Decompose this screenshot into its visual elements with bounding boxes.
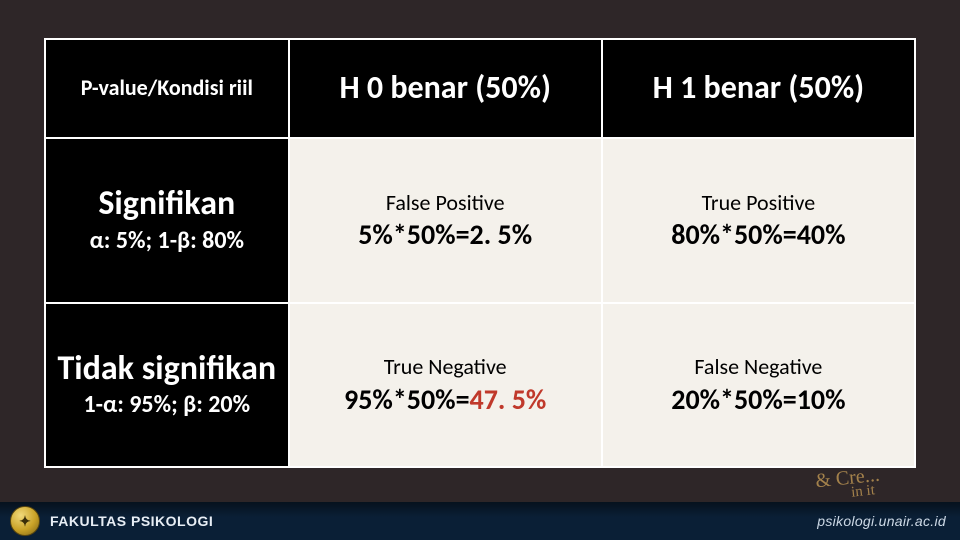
cell-true-negative: True Negative 95%*50%=47. 5% — [289, 303, 602, 467]
col-header-h1: H 1 benar (50%) — [602, 39, 915, 138]
cell-label: True Negative — [294, 353, 597, 382]
cell-label: True Positive — [607, 189, 910, 218]
row-header-significant: Signifikan α: 5%; 1-β: 80% — [45, 138, 289, 302]
stats-table-slide: P-value/Kondisi riil H 0 benar (50%) H 1… — [44, 38, 916, 468]
decorative-scribble: & Cre... in it — [814, 465, 881, 503]
faculty-name: FAKULTAS PSIKOLOGI — [50, 513, 213, 529]
row-header-not-significant: Tidak signifikan 1-α: 95%; β: 20% — [45, 303, 289, 467]
cell-calc: 95%*50%=47. 5% — [294, 382, 597, 417]
cell-true-positive: True Positive 80%*50%=40% — [602, 138, 915, 302]
row-title: Signifikan — [50, 185, 284, 222]
cell-false-negative: False Negative 20%*50%=10% — [602, 303, 915, 467]
university-seal-icon: ✦ — [10, 506, 40, 536]
cell-calc: 5%*50%=2. 5% — [294, 217, 597, 252]
cell-label: False Negative — [607, 353, 910, 382]
row-subtitle: 1-α: 95%; β: 20% — [50, 391, 284, 420]
cell-calc: 20%*50%=10% — [607, 382, 910, 417]
confusion-table: P-value/Kondisi riil H 0 benar (50%) H 1… — [44, 38, 916, 468]
row-title: Tidak signifikan — [50, 350, 284, 387]
slide-footer: ✦ FAKULTAS PSIKOLOGI psikologi.unair.ac.… — [0, 502, 960, 540]
corner-header: P-value/Kondisi riil — [45, 39, 289, 138]
footer-left: ✦ FAKULTAS PSIKOLOGI — [10, 506, 213, 536]
cell-label: False Positive — [294, 189, 597, 218]
cell-false-positive: False Positive 5%*50%=2. 5% — [289, 138, 602, 302]
cell-calc: 80%*50%=40% — [607, 217, 910, 252]
row-subtitle: α: 5%; 1-β: 80% — [50, 227, 284, 256]
footer-url: psikologi.unair.ac.id — [817, 513, 946, 529]
col-header-h0: H 0 benar (50%) — [289, 39, 602, 138]
